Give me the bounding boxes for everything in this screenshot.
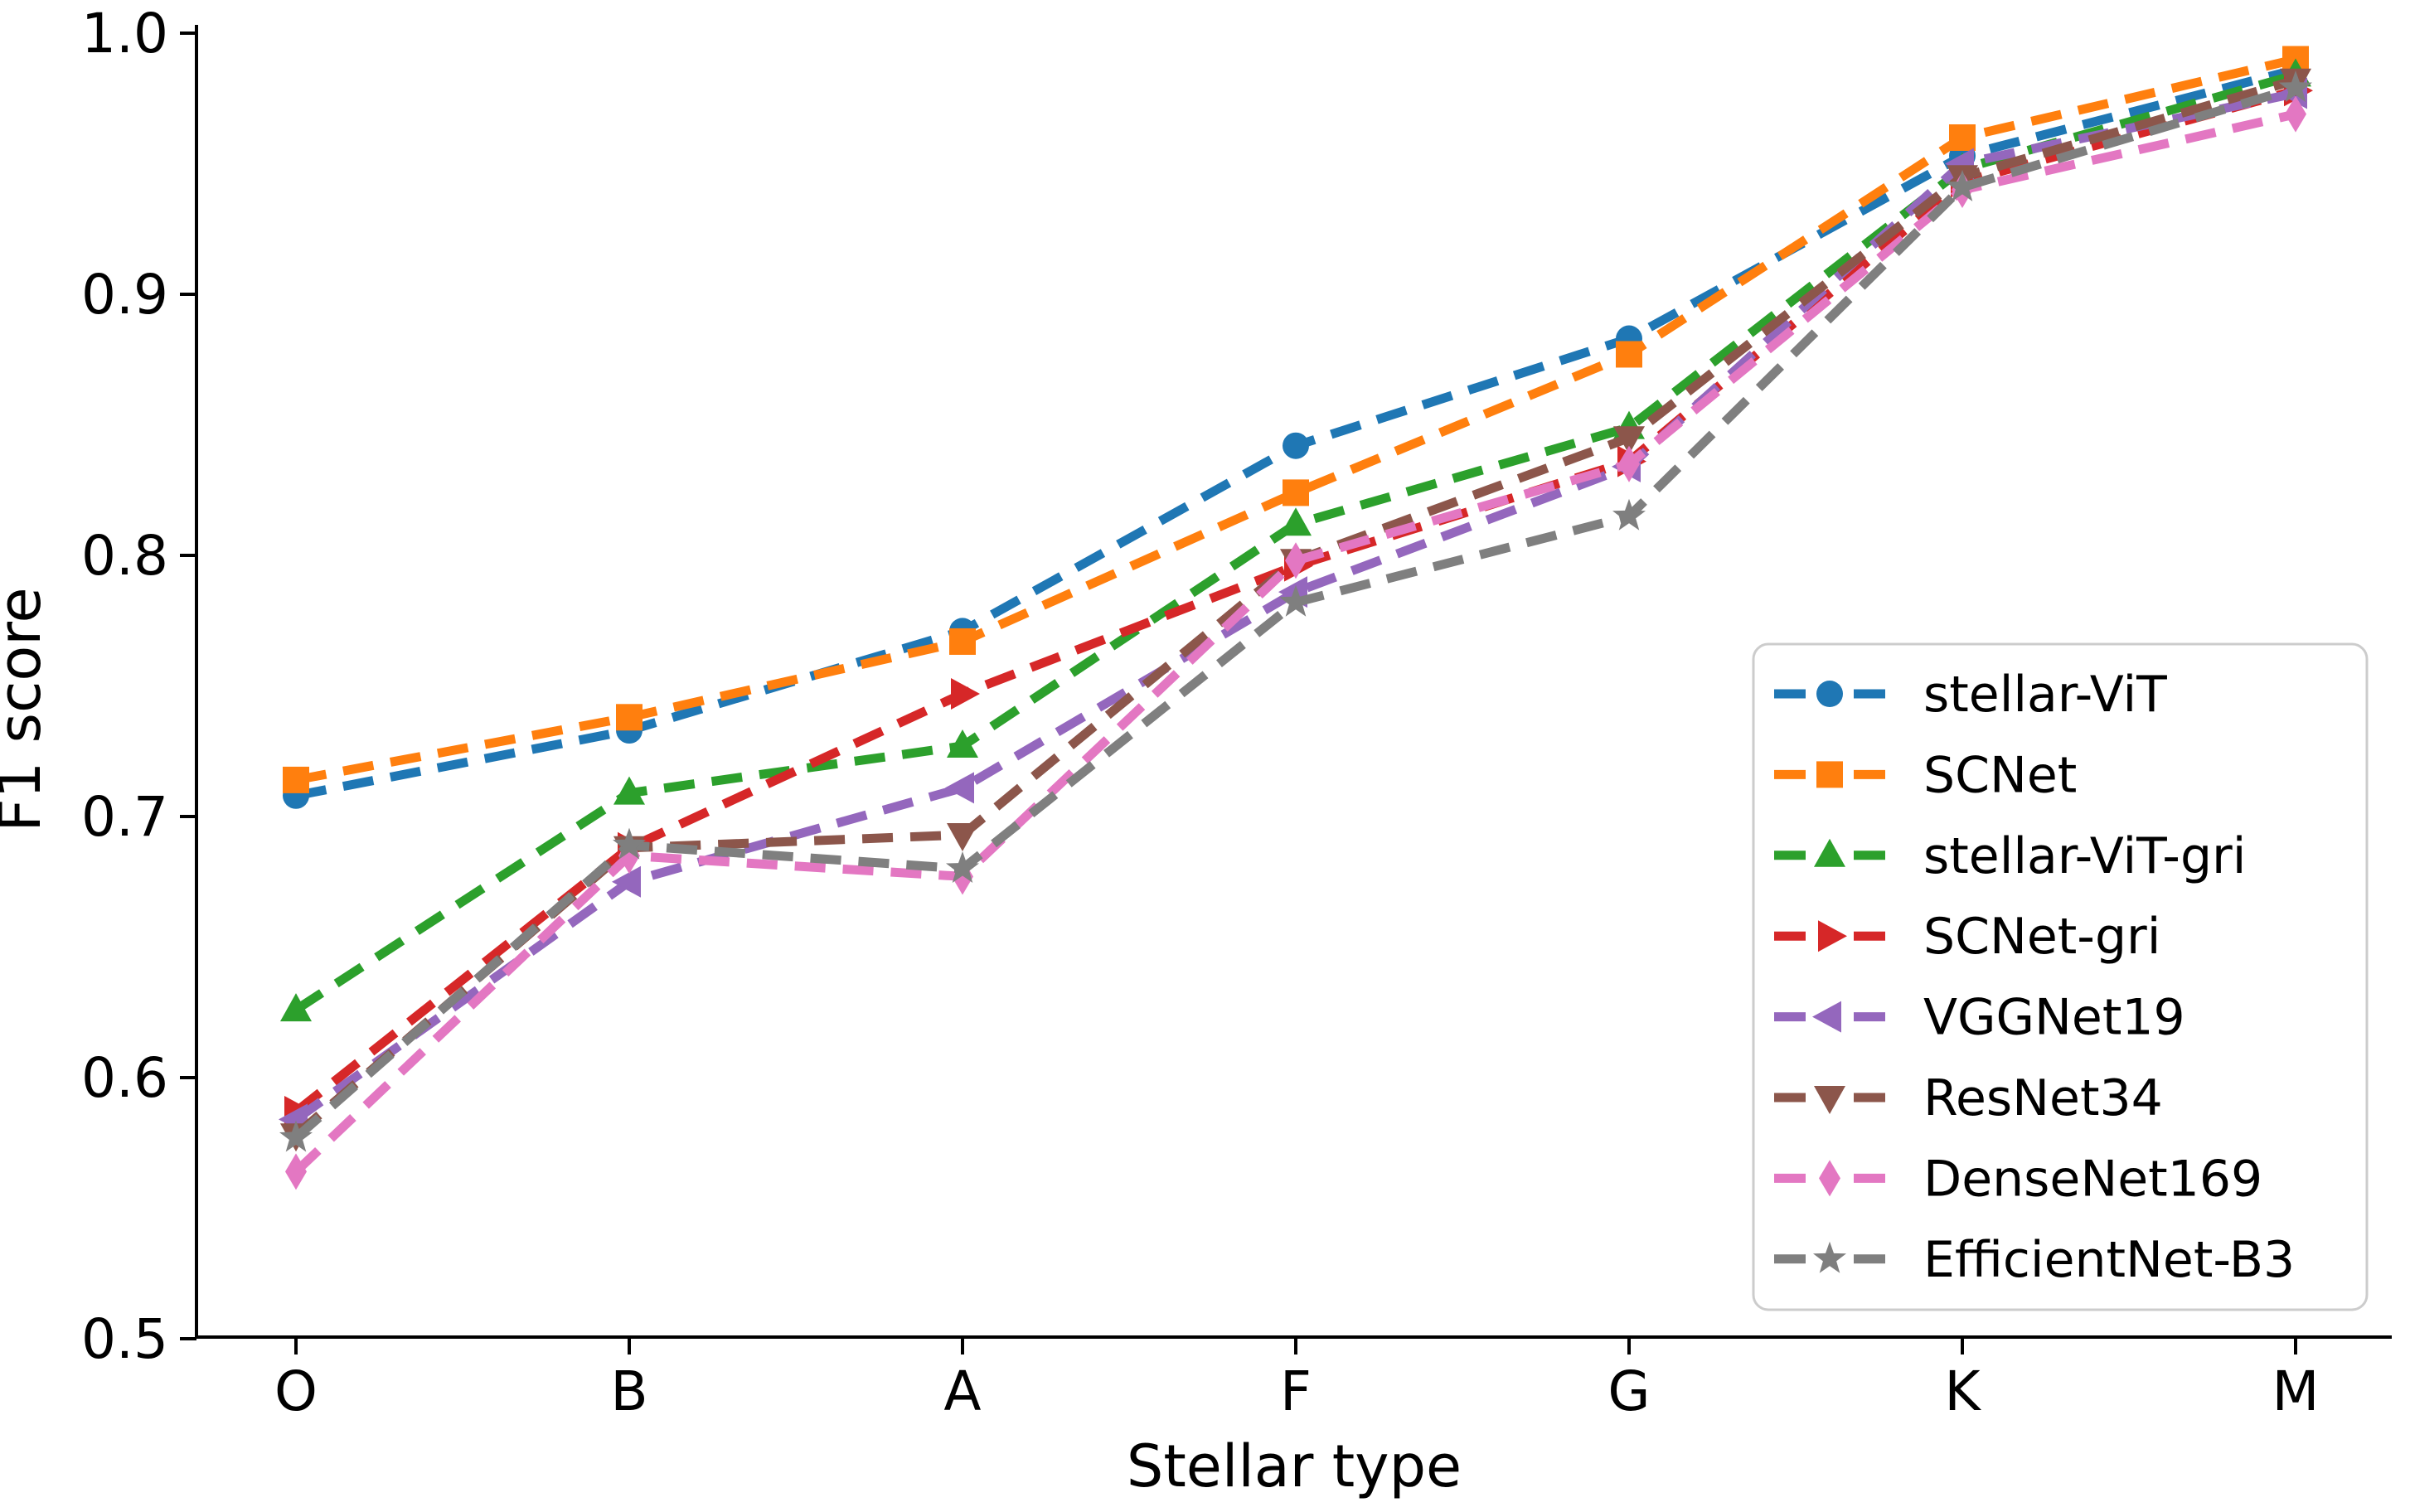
data-point-marker <box>616 704 643 731</box>
data-point-marker <box>1285 542 1307 579</box>
data-point-marker <box>1279 584 1312 617</box>
x-tick-label: A <box>943 1359 981 1423</box>
legend-entry-EfficientNet-B3: EfficientNet-B3 <box>1774 1231 2295 1289</box>
data-point-marker <box>947 823 978 852</box>
y-tick-label: 1.0 <box>81 2 168 65</box>
series-SCNet <box>283 46 2309 793</box>
data-point-marker <box>1946 169 1979 201</box>
legend-entry-ResNet34: ResNet34 <box>1774 1069 2163 1127</box>
x-tick-label: O <box>274 1359 318 1423</box>
legend-entry-SCNet: SCNet <box>1774 746 2077 804</box>
y-tick-label: 0.8 <box>81 524 168 588</box>
legend-entry-stellar-ViT-gri: stellar-ViT-gri <box>1774 827 2246 885</box>
legend-marker-star <box>1813 1241 1846 1273</box>
y-tick-label: 0.5 <box>81 1307 168 1371</box>
x-tick-label: G <box>1607 1359 1650 1423</box>
legend-label: EfficientNet-B3 <box>1923 1231 2295 1289</box>
axes-layer: 0.5 0.6 0.7 0.8 0.9 1.0 O B A F G K M <box>81 2 2392 1423</box>
y-tick-label: 0.7 <box>81 785 168 849</box>
x-tick-label: F <box>1280 1359 1312 1423</box>
data-point-marker <box>1613 426 1645 455</box>
data-point-marker <box>947 729 978 758</box>
data-point-marker <box>1612 498 1646 531</box>
legend-marker-triangle-up <box>1814 838 1845 867</box>
legend-label: stellar-ViT <box>1923 666 2167 724</box>
data-point-marker <box>1283 479 1309 506</box>
data-point-marker <box>1280 507 1312 536</box>
legend-entry-DenseNet169: DenseNet169 <box>1774 1150 2262 1208</box>
legend-label: VGGNet19 <box>1923 989 2185 1047</box>
x-tick-label: B <box>610 1359 647 1423</box>
data-point-marker <box>613 776 645 805</box>
data-point-marker <box>280 993 312 1022</box>
data-point-marker <box>951 677 980 710</box>
data-point-marker <box>2285 95 2306 133</box>
legend-layer: stellar-ViT SCNet stellar-ViT-gri SCNet-gri… <box>1752 642 2369 1311</box>
series-EfficientNet-B3 <box>279 70 2312 1152</box>
x-tick-label: M <box>2272 1359 2320 1423</box>
data-point-marker <box>279 1120 313 1152</box>
data-point-marker <box>613 827 646 860</box>
legend-marker-circle <box>1816 681 1843 707</box>
legend-label: SCNet <box>1923 746 2077 804</box>
data-point-marker <box>283 766 309 793</box>
legend-entry-stellar-ViT: stellar-ViT <box>1774 666 2167 724</box>
data-point-marker <box>2279 70 2312 103</box>
data-point-marker <box>949 628 976 655</box>
y-tick-label: 0.6 <box>81 1046 168 1110</box>
x-axis-label: Stellar type <box>1127 1432 1462 1500</box>
data-point-marker <box>285 1153 307 1190</box>
legend-marker-triangle-left <box>1812 1001 1841 1033</box>
legend-label: ResNet34 <box>1923 1069 2163 1127</box>
x-tick-label: K <box>1944 1359 1981 1423</box>
data-point-marker <box>1618 445 1640 482</box>
data-point-marker <box>1616 341 1642 368</box>
legend-label: SCNet-gri <box>1923 908 2160 966</box>
data-point-marker <box>1949 124 1976 151</box>
data-point-marker <box>945 772 974 804</box>
legend-marker-triangle-down <box>1814 1086 1845 1114</box>
data-point-marker <box>612 865 641 898</box>
legend-marker-triangle-right <box>1818 920 1847 952</box>
legend-marker-diamond <box>1819 1160 1840 1197</box>
legend-label: DenseNet169 <box>1923 1150 2262 1208</box>
legend-entry-VGGNet19: VGGNet19 <box>1774 989 2185 1047</box>
legend-marker-square <box>1816 761 1843 788</box>
legend-box <box>1752 642 2369 1311</box>
data-point-marker <box>946 851 979 883</box>
y-tick-label: 0.9 <box>81 263 168 327</box>
legend-label: stellar-ViT-gri <box>1923 827 2246 885</box>
legend-entry-SCNet-gri: SCNet-gri <box>1774 908 2160 966</box>
data-point-marker <box>1283 432 1309 459</box>
y-axis-label: F1 score <box>0 587 54 831</box>
series-layer <box>279 46 2313 1190</box>
